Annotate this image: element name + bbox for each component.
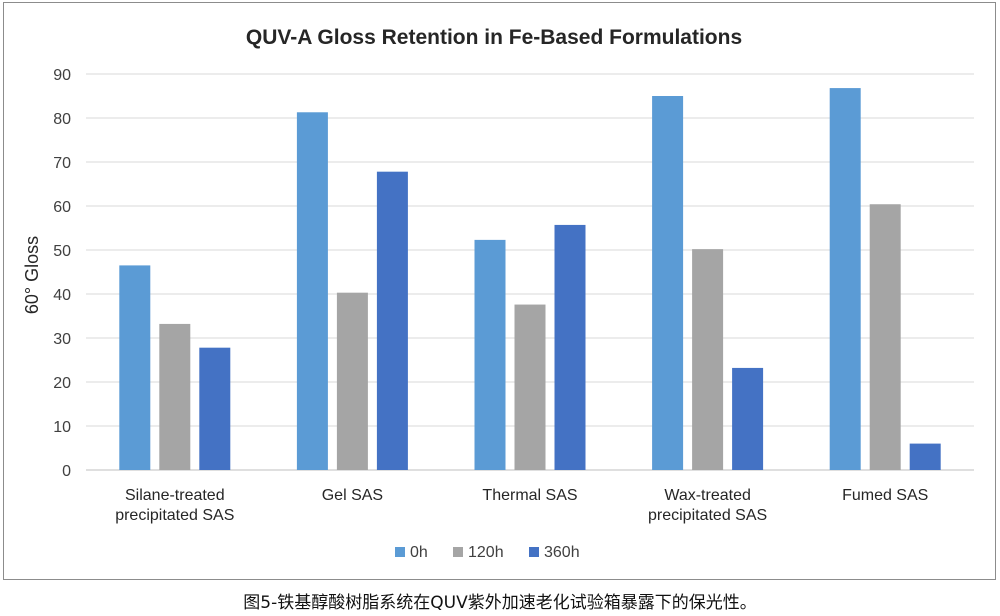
legend-label: 360h (544, 544, 580, 561)
y-tick-label: 70 (53, 155, 71, 172)
bar-0h (296, 112, 328, 470)
x-tick-label: precipitated SAS (115, 507, 234, 524)
bar-120h (514, 304, 546, 470)
y-tick-label: 90 (53, 67, 71, 84)
y-tick-label: 80 (53, 111, 71, 128)
y-tick-labels: 0 10 20 30 40 50 60 70 80 90 (53, 67, 71, 480)
legend-swatch-120h (453, 547, 463, 557)
y-axis-label: 60° Gloss (22, 236, 42, 314)
x-tick-labels: Silane-treated precipitated SAS Gel SAS The… (115, 487, 928, 524)
x-tick-label: Silane-treated (125, 487, 225, 504)
x-tick-label: Fumed SAS (842, 487, 928, 504)
y-tick-label: 40 (53, 287, 71, 304)
bar-360h (199, 347, 231, 470)
x-tick-label: Wax-treated (664, 487, 751, 504)
chart-frame: QUV-A Gloss Retention in Fe-Based Formul… (3, 2, 996, 580)
y-tick-label: 60 (53, 199, 71, 216)
bar-120h (336, 292, 368, 470)
y-tick-label: 50 (53, 243, 71, 260)
legend: 0h 120h 360h (395, 544, 580, 561)
y-tick-label: 0 (62, 463, 71, 480)
legend-label: 120h (468, 544, 504, 561)
legend-swatch-0h (395, 547, 405, 557)
legend-label: 0h (410, 544, 428, 561)
gridlines (86, 73, 974, 471)
bar-120h (869, 204, 901, 471)
bar-360h (554, 224, 586, 470)
bar-120h (159, 323, 191, 470)
bar-360h (376, 171, 408, 470)
chart-title: QUV-A Gloss Retention in Fe-Based Formul… (246, 26, 742, 49)
x-tick-label: Gel SAS (322, 487, 383, 504)
bar-360h (732, 367, 764, 470)
bar-120h (692, 249, 724, 470)
x-tick-label: Thermal SAS (482, 487, 577, 504)
bar-0h (829, 88, 861, 470)
bars (119, 88, 941, 471)
figure-caption: 图5-铁基醇酸树脂系统在QUV紫外加速老化试验箱暴露下的保光性。 (243, 593, 757, 613)
x-tick-label: precipitated SAS (648, 507, 767, 524)
bar-360h (909, 443, 941, 470)
legend-swatch-360h (529, 547, 539, 557)
y-tick-label: 30 (53, 331, 71, 348)
bar-chart: QUV-A Gloss Retention in Fe-Based Formul… (22, 26, 974, 561)
bar-0h (119, 265, 151, 470)
y-tick-label: 20 (53, 375, 71, 392)
y-tick-label: 10 (53, 419, 71, 436)
bar-0h (652, 96, 684, 470)
bar-0h (474, 239, 506, 470)
